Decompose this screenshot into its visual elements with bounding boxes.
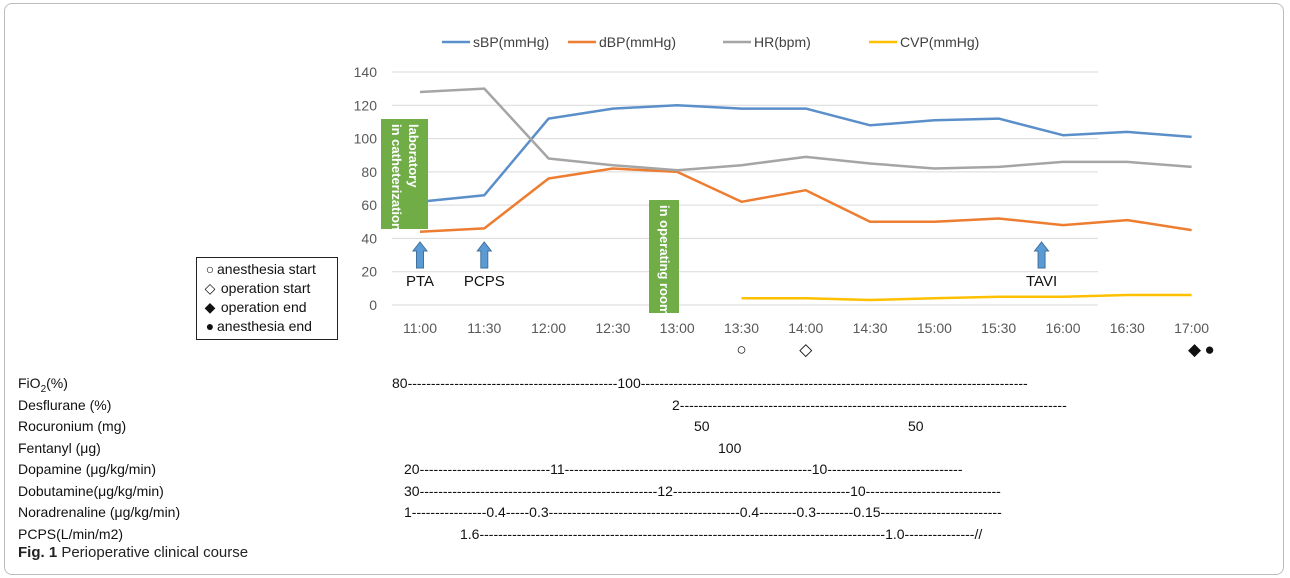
drug-row-values: 50 50 — [694, 418, 924, 434]
drug-row-label: Rocuronium (mg) — [18, 418, 127, 434]
arrow-label: PCPS — [464, 273, 505, 290]
drug-row-label: Dobutamine(μg/kg/min) — [18, 482, 164, 499]
marker-legend: ○ anesthesia start ◇ operation start ◆ op… — [196, 257, 338, 340]
marker-legend-item: ◆ operation end — [203, 298, 331, 317]
marker-legend-label: anesthesia start — [217, 261, 316, 277]
marker-legend-item: ○ anesthesia start — [203, 260, 331, 279]
marker-legend-item: ● anesthesia end — [203, 317, 331, 336]
y-tick-label: 120 — [354, 97, 378, 113]
legend-label: HR(bpm) — [754, 34, 811, 50]
up-arrow-icon — [411, 241, 429, 269]
catheterization-label: in catheterization laboratory — [389, 124, 421, 231]
x-tick-label: 15:00 — [917, 320, 952, 336]
marker-legend-label: operation end — [217, 299, 307, 315]
operating-room-box — [649, 200, 679, 313]
open-circle-icon: ○ — [205, 261, 215, 277]
y-tick-label: 60 — [361, 197, 377, 213]
marker-legend-item: ◇ operation start — [203, 279, 331, 298]
catheterization-box — [381, 119, 428, 229]
filled-diamond-icon: ◆ — [204, 299, 216, 315]
caption-prefix: Fig. 1 — [18, 544, 58, 561]
event-marker-icon: ● — [1204, 340, 1214, 359]
figure-frame — [4, 3, 1284, 575]
x-tick-label: 13:00 — [660, 320, 695, 336]
drug-row-label: FiO2(%) — [18, 375, 68, 395]
grid-lines — [392, 71, 1098, 306]
legend-label: sBP(mmHg) — [473, 34, 549, 50]
filled-circle-icon: ● — [205, 318, 215, 334]
catheterization-label-line: in catheterization — [389, 124, 404, 231]
drug-row-values: 30--------------------------------------… — [404, 482, 1001, 499]
drug-row-label: Dopamine (μg/kg/min) — [18, 461, 157, 477]
y-tick-label: 80 — [361, 164, 377, 180]
y-tick-label: 40 — [361, 230, 377, 246]
x-tick-label: 16:30 — [1110, 320, 1145, 336]
x-tick-label: 11:00 — [403, 320, 437, 336]
legend-label: dBP(mmHg) — [599, 34, 676, 50]
marker-legend-label: operation start — [217, 280, 311, 296]
x-axis-ticks: 11:00 11:30 12:00 12:30 13:00 13:30 14:00 14:30… — [403, 320, 1209, 336]
drug-row-values: 1.6-------------------------------------… — [460, 525, 983, 542]
series-lines — [419, 87, 1192, 302]
drug-row-values: 100 — [718, 439, 742, 456]
x-tick-label: 11:30 — [467, 320, 501, 336]
open-diamond-icon: ◇ — [204, 280, 216, 296]
event-marker-icon: ◇ — [799, 340, 813, 359]
marker-legend-label: anesthesia end — [217, 318, 312, 334]
y-tick-label: 140 — [354, 64, 378, 80]
series-line — [419, 104, 1192, 204]
figure-caption: Fig. 1 Perioperative clinical course — [18, 544, 248, 561]
series-line — [419, 167, 1192, 234]
drug-row-label: Noradrenaline (μg/kg/min) — [18, 504, 181, 520]
x-tick-label: 12:00 — [531, 320, 566, 336]
chart-legend: sBP(mmHg) dBP(mmHg) HR(bpm) CVP(mmHg) — [442, 34, 979, 50]
event-markers: ○ ◇ ◆ ● — [736, 340, 1214, 359]
event-marker-icon: ◆ — [1188, 340, 1202, 359]
x-tick-label: 17:00 — [1174, 320, 1209, 336]
x-tick-label: 16:00 — [1045, 320, 1080, 336]
drug-row-label: Fentanyl (μg) — [18, 439, 101, 456]
drug-row-values: 1----------------0.4-----0.3------------… — [404, 504, 1002, 520]
legend-label: CVP(mmHg) — [900, 34, 979, 50]
catheterization-label-line: laboratory — [406, 124, 421, 188]
operating-room-label: in operating room — [657, 205, 672, 316]
event-marker-icon: ○ — [736, 340, 746, 359]
arrow-label: PTA — [406, 273, 434, 290]
y-tick-label: 20 — [361, 264, 377, 280]
x-tick-label: 15:30 — [981, 320, 1016, 336]
drug-row-values: 2---------------------------------------… — [672, 396, 1067, 413]
y-tick-label: 100 — [354, 131, 378, 147]
x-tick-label: 13:30 — [724, 320, 759, 336]
series-line — [419, 87, 1192, 172]
x-tick-label: 14:00 — [788, 320, 823, 336]
chart-annotations: in catheterization laboratory in operating… — [381, 119, 1057, 316]
series-line — [741, 293, 1192, 302]
x-tick-label: 12:30 — [595, 320, 630, 336]
arrow-label: TAVI — [1026, 273, 1057, 290]
drug-row-values: 80--------------------------------------… — [392, 375, 1028, 391]
y-tick-label: 0 — [369, 297, 377, 313]
y-axis-ticks: 0 20 40 60 80 100 120 140 — [354, 64, 378, 313]
caption-text: Perioperative clinical course — [57, 544, 249, 561]
x-tick-label: 14:30 — [853, 320, 888, 336]
drug-row-label: PCPS(L/min/m2) — [18, 525, 124, 542]
up-arrow-icon — [1033, 241, 1050, 269]
drug-row-values: 20----------------------------11--------… — [404, 461, 963, 477]
up-arrow-icon — [476, 241, 493, 269]
drug-row-label: Desflurane (%) — [18, 396, 112, 413]
